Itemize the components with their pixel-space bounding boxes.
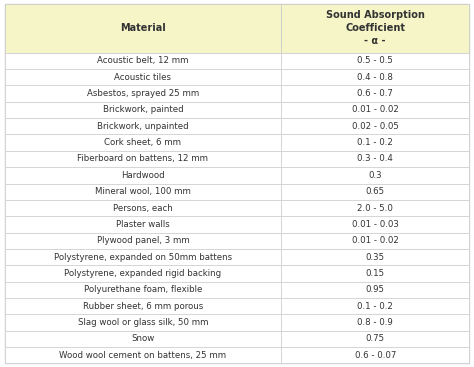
Text: Slag wool or glass silk, 50 mm: Slag wool or glass silk, 50 mm bbox=[78, 318, 208, 327]
Text: Acoustic tiles: Acoustic tiles bbox=[114, 73, 172, 82]
Text: 0.1 - 0.2: 0.1 - 0.2 bbox=[357, 138, 393, 147]
Bar bbox=[5, 184, 281, 200]
Text: Rubber sheet, 6 mm porous: Rubber sheet, 6 mm porous bbox=[83, 302, 203, 310]
Text: 0.95: 0.95 bbox=[366, 285, 385, 294]
Bar bbox=[281, 69, 469, 86]
Bar bbox=[5, 86, 281, 102]
Text: Plaster walls: Plaster walls bbox=[116, 220, 170, 229]
Bar bbox=[281, 4, 469, 53]
Bar bbox=[5, 249, 281, 265]
Text: 0.1 - 0.2: 0.1 - 0.2 bbox=[357, 302, 393, 310]
Text: Brickwork, unpainted: Brickwork, unpainted bbox=[97, 122, 189, 131]
Bar bbox=[281, 102, 469, 118]
Bar bbox=[281, 249, 469, 265]
Bar bbox=[5, 298, 281, 314]
Text: Acoustic belt, 12 mm: Acoustic belt, 12 mm bbox=[97, 57, 189, 65]
Text: 0.75: 0.75 bbox=[365, 334, 385, 343]
Text: 0.4 - 0.8: 0.4 - 0.8 bbox=[357, 73, 393, 82]
Text: Polyurethane foam, flexible: Polyurethane foam, flexible bbox=[84, 285, 202, 294]
Text: 0.01 - 0.02: 0.01 - 0.02 bbox=[352, 105, 399, 115]
Text: 0.3 - 0.4: 0.3 - 0.4 bbox=[357, 155, 393, 163]
Text: 0.6 - 0.07: 0.6 - 0.07 bbox=[355, 350, 396, 360]
Text: 0.8 - 0.9: 0.8 - 0.9 bbox=[357, 318, 393, 327]
Bar bbox=[281, 53, 469, 69]
Bar bbox=[5, 265, 281, 281]
Bar bbox=[5, 200, 281, 216]
Bar bbox=[281, 331, 469, 347]
Text: 0.15: 0.15 bbox=[365, 269, 385, 278]
Bar bbox=[281, 265, 469, 281]
Text: 0.3: 0.3 bbox=[368, 171, 382, 180]
Text: Polystyrene, expanded rigid backing: Polystyrene, expanded rigid backing bbox=[64, 269, 221, 278]
Text: Asbestos, sprayed 25 mm: Asbestos, sprayed 25 mm bbox=[87, 89, 199, 98]
Text: 0.5 - 0.5: 0.5 - 0.5 bbox=[357, 57, 393, 65]
Bar bbox=[5, 314, 281, 331]
Bar bbox=[5, 233, 281, 249]
Text: Wood wool cement on battens, 25 mm: Wood wool cement on battens, 25 mm bbox=[59, 350, 227, 360]
Text: Snow: Snow bbox=[131, 334, 155, 343]
Bar bbox=[5, 331, 281, 347]
Bar bbox=[5, 69, 281, 86]
Text: Persons, each: Persons, each bbox=[113, 204, 173, 212]
Text: Fiberboard on battens, 12 mm: Fiberboard on battens, 12 mm bbox=[77, 155, 209, 163]
Bar bbox=[281, 347, 469, 363]
Text: 0.65: 0.65 bbox=[365, 187, 385, 196]
Text: 2.0 - 5.0: 2.0 - 5.0 bbox=[357, 204, 393, 212]
Bar bbox=[281, 167, 469, 184]
Bar bbox=[281, 134, 469, 151]
Text: 0.6 - 0.7: 0.6 - 0.7 bbox=[357, 89, 393, 98]
Text: Mineral wool, 100 mm: Mineral wool, 100 mm bbox=[95, 187, 191, 196]
Bar bbox=[5, 102, 281, 118]
Bar bbox=[281, 281, 469, 298]
Text: Cork sheet, 6 mm: Cork sheet, 6 mm bbox=[104, 138, 182, 147]
Text: Sound Absorption
Coefficient
- α -: Sound Absorption Coefficient - α - bbox=[326, 10, 425, 46]
Bar bbox=[281, 200, 469, 216]
Text: 0.35: 0.35 bbox=[365, 252, 385, 262]
Text: Brickwork, painted: Brickwork, painted bbox=[103, 105, 183, 115]
Text: 0.02 - 0.05: 0.02 - 0.05 bbox=[352, 122, 399, 131]
Bar bbox=[5, 216, 281, 233]
Text: Hardwood: Hardwood bbox=[121, 171, 165, 180]
Bar bbox=[281, 216, 469, 233]
Text: 0.01 - 0.02: 0.01 - 0.02 bbox=[352, 236, 399, 245]
Bar bbox=[5, 281, 281, 298]
Text: Plywood panel, 3 mm: Plywood panel, 3 mm bbox=[97, 236, 189, 245]
Bar bbox=[281, 298, 469, 314]
Bar bbox=[5, 347, 281, 363]
Bar bbox=[281, 86, 469, 102]
Bar bbox=[5, 134, 281, 151]
Bar bbox=[5, 118, 281, 134]
Bar bbox=[281, 151, 469, 167]
Bar bbox=[281, 118, 469, 134]
Bar bbox=[5, 53, 281, 69]
Bar bbox=[281, 314, 469, 331]
Text: Polystyrene, expanded on 50mm battens: Polystyrene, expanded on 50mm battens bbox=[54, 252, 232, 262]
Bar bbox=[5, 151, 281, 167]
Bar bbox=[5, 4, 281, 53]
Bar bbox=[281, 184, 469, 200]
Text: Material: Material bbox=[120, 23, 166, 33]
Text: 0.01 - 0.03: 0.01 - 0.03 bbox=[352, 220, 399, 229]
Bar bbox=[281, 233, 469, 249]
Bar bbox=[5, 167, 281, 184]
